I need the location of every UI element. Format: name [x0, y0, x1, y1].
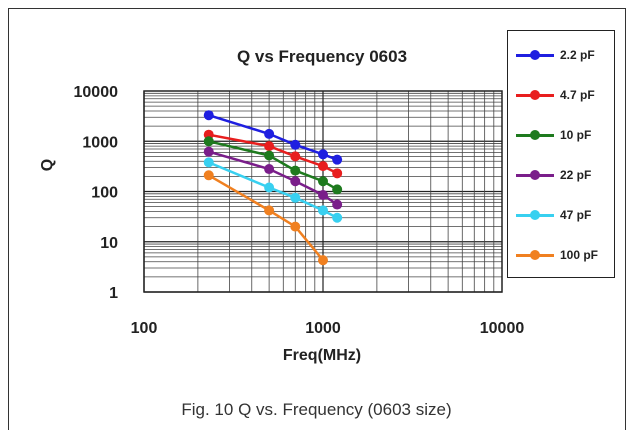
- data-point-22-pf: [264, 164, 275, 175]
- series-22-pf: [203, 146, 343, 210]
- data-point-4-7-pf: [290, 151, 301, 162]
- legend-label: 10 pF: [560, 128, 592, 142]
- x-tick-label: 100: [131, 320, 158, 337]
- data-point-2-2-pf: [318, 149, 328, 160]
- legend-label: 100 pF: [560, 248, 599, 262]
- legend-label: 47 pF: [560, 208, 592, 222]
- x-tick-label: 1000: [305, 320, 341, 337]
- data-point-100-pf: [264, 205, 275, 216]
- legend-marker: [530, 210, 540, 220]
- legend-marker: [530, 50, 540, 60]
- data-point-2-2-pf: [290, 139, 301, 150]
- legend-label: 2.2 pF: [560, 48, 595, 62]
- y-tick-label: 10: [100, 235, 118, 252]
- figure-frame: [8, 8, 626, 430]
- y-tick-label: 1: [109, 285, 118, 302]
- data-point-2-2-pf: [332, 154, 343, 165]
- data-point-4-7-pf: [264, 141, 275, 152]
- series-layer: [203, 110, 343, 266]
- data-point-47-pf: [332, 212, 343, 223]
- x-tick-label: 10000: [480, 320, 525, 337]
- data-point-100-pf: [203, 170, 214, 181]
- legend-marker: [530, 130, 540, 140]
- data-point-10-pf: [318, 176, 328, 187]
- legend-item-2-2-pf: 2.2 pF: [516, 45, 595, 65]
- data-point-2-2-pf: [203, 110, 214, 121]
- data-point-22-pf: [332, 199, 343, 210]
- legend-swatch: [516, 208, 554, 222]
- data-point-10-pf: [264, 150, 275, 161]
- q-vs-frequency-chart: 10000 1000 100 10 1 100 1000 10000 Q vs Frequen…: [39, 47, 525, 364]
- y-axis-label: Q: [39, 159, 56, 171]
- series-2-2-pf: [203, 110, 343, 165]
- legend-item-100-pf: 100 pF: [516, 245, 598, 265]
- chart-legend: 2.2 pF 4.7 pF 10 pF 22 pF 47 pF 100 pF: [507, 30, 615, 278]
- data-point-22-pf: [203, 146, 214, 157]
- data-point-4-7-pf: [332, 168, 343, 179]
- legend-swatch: [516, 128, 554, 142]
- legend-label: 22 pF: [560, 168, 592, 182]
- data-point-10-pf: [332, 184, 343, 195]
- data-point-47-pf: [264, 182, 275, 193]
- data-point-100-pf: [290, 221, 301, 232]
- y-tick-label: 1000: [82, 134, 118, 151]
- data-point-100-pf: [318, 255, 328, 266]
- legend-swatch: [516, 248, 554, 262]
- legend-item-47-pf: 47 pF: [516, 205, 591, 225]
- legend-marker: [530, 90, 540, 100]
- series-4-7-pf: [203, 129, 343, 179]
- data-point-10-pf: [203, 136, 214, 147]
- data-point-22-pf: [290, 176, 301, 187]
- data-point-4-7-pf: [318, 161, 328, 172]
- data-point-47-pf: [203, 157, 214, 168]
- chart-title: Q vs Frequency 0603: [237, 47, 407, 66]
- legend-swatch: [516, 88, 554, 102]
- legend-item-10-pf: 10 pF: [516, 125, 591, 145]
- legend-item-4-7-pf: 4.7 pF: [516, 85, 595, 105]
- legend-marker: [530, 170, 540, 180]
- legend-label: 4.7 pF: [560, 88, 595, 102]
- data-point-10-pf: [290, 165, 301, 176]
- data-point-22-pf: [318, 190, 328, 201]
- series-100-pf: [203, 170, 328, 266]
- y-tick-label: 10000: [74, 84, 119, 101]
- figure-caption: Fig. 10 Q vs. Frequency (0603 size): [181, 400, 452, 419]
- legend-swatch: [516, 168, 554, 182]
- y-tick-label: 100: [91, 185, 118, 202]
- series-10-pf: [203, 136, 343, 195]
- series-line-100-pf: [208, 174, 324, 261]
- legend-item-22-pf: 22 pF: [516, 165, 591, 185]
- tick-labels: 10000 1000 100 10 1 100 1000 10000: [74, 84, 525, 337]
- data-point-47-pf: [290, 192, 301, 203]
- data-point-2-2-pf: [264, 128, 275, 139]
- legend-swatch: [516, 48, 554, 62]
- series-47-pf: [203, 157, 343, 223]
- legend-marker: [530, 250, 540, 260]
- x-axis-label: Freq(MHz): [283, 347, 361, 364]
- data-point-47-pf: [318, 205, 328, 216]
- plot-border: [143, 90, 503, 293]
